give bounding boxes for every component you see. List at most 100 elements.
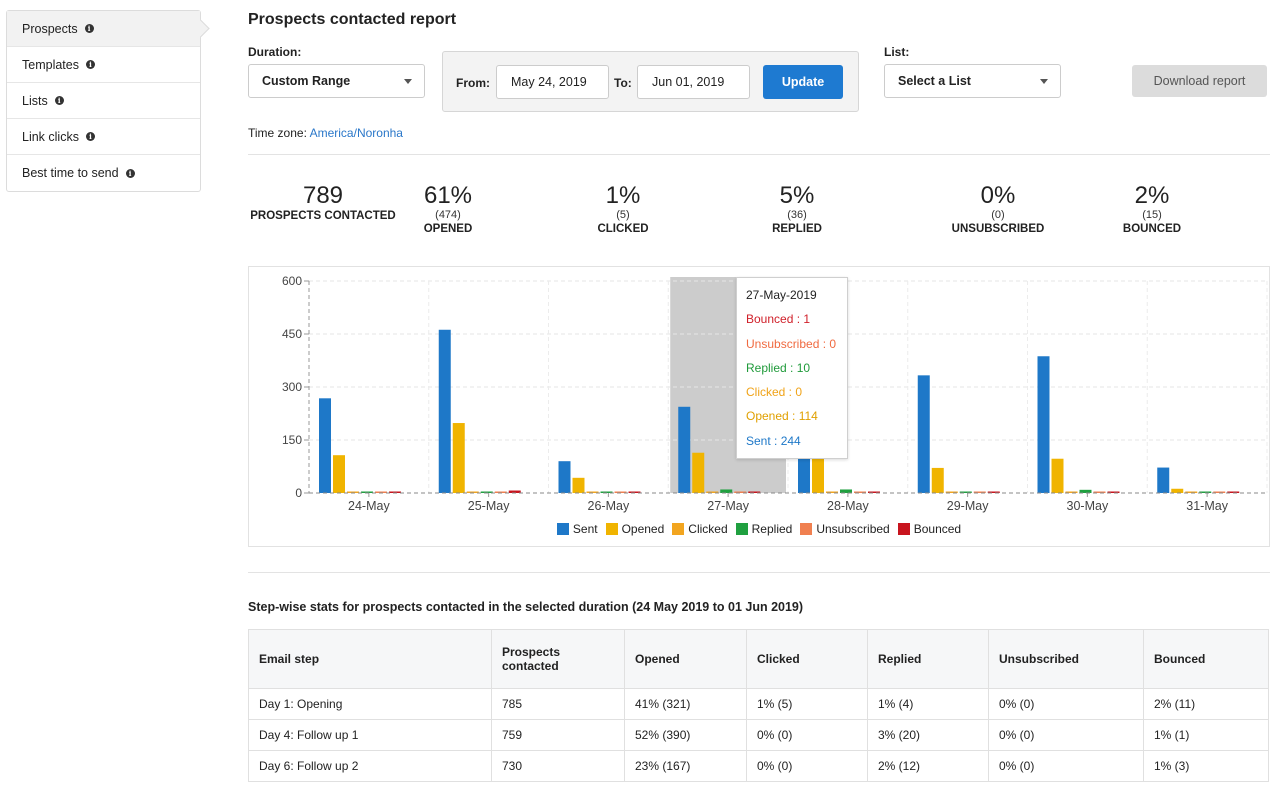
list-select[interactable]: Select a List bbox=[884, 64, 1061, 98]
column-header: Opened bbox=[624, 629, 747, 689]
stat-clicked: 1% (5) CLICKED bbox=[583, 183, 663, 237]
column-header: Clicked bbox=[746, 629, 868, 689]
bar-sent-26-May bbox=[558, 461, 571, 493]
bar-sent-27-May bbox=[678, 406, 691, 493]
tooltip-opened: Opened : 114 bbox=[746, 409, 818, 424]
duration-label: Duration: bbox=[248, 45, 302, 59]
info-icon: i bbox=[84, 24, 94, 33]
column-header: Bounced bbox=[1143, 629, 1269, 689]
table-cell: 2% (11) bbox=[1143, 688, 1269, 720]
bar-bounced-26-May bbox=[628, 491, 641, 493]
sidebar-item-label: Prospects bbox=[22, 21, 78, 36]
bar-bounced-29-May bbox=[987, 491, 1000, 493]
bar-clicked-31-May bbox=[1185, 491, 1198, 493]
table-cell: Day 6: Follow up 2 bbox=[248, 750, 492, 782]
legend-swatch bbox=[800, 523, 813, 535]
legend-label: Replied bbox=[751, 522, 793, 536]
to-date-input[interactable]: Jun 01, 2019 bbox=[637, 65, 750, 99]
legend-item-unsubscribed[interactable]: Unsubscribed bbox=[800, 522, 890, 536]
stat-value: 61% bbox=[423, 182, 473, 209]
legend-item-opened[interactable]: Opened bbox=[605, 522, 665, 536]
sidebar-item-lists[interactable]: Lists i bbox=[7, 83, 200, 119]
legend-swatch bbox=[735, 523, 748, 535]
bar-unsubscribed-26-May bbox=[614, 491, 627, 493]
info-icon: i bbox=[85, 132, 95, 141]
table-cell: 730 bbox=[491, 750, 625, 782]
time-zone-link[interactable]: America/Noronha bbox=[309, 126, 403, 140]
bar-replied-26-May bbox=[600, 491, 613, 493]
stat-label: CLICKED bbox=[597, 223, 649, 235]
x-tick-label: 27-May bbox=[707, 499, 749, 513]
tooltip-clicked: Clicked : 0 bbox=[746, 385, 803, 400]
sidebar-item-templates[interactable]: Templates i bbox=[7, 47, 200, 83]
y-tick-label: 300 bbox=[282, 380, 302, 394]
update-button[interactable]: Update bbox=[763, 65, 843, 99]
page-title: Prospects contacted report bbox=[248, 11, 457, 28]
column-header: Email step bbox=[248, 629, 492, 689]
stat-count: (0) bbox=[991, 209, 1005, 221]
bar-opened-24-May bbox=[333, 455, 345, 493]
bar-unsubscribed-31-May bbox=[1213, 491, 1226, 493]
bar-opened-30-May bbox=[1051, 458, 1064, 493]
x-tick-label: 25-May bbox=[468, 499, 510, 513]
legend-label: Sent bbox=[572, 522, 598, 536]
bar-bounced-30-May bbox=[1107, 491, 1120, 493]
bar-clicked-27-May bbox=[706, 491, 719, 493]
bar-unsubscribed-28-May bbox=[854, 491, 866, 493]
stat-label: OPENED bbox=[423, 223, 473, 235]
bar-opened-26-May bbox=[572, 477, 585, 493]
daily-activity-chart: 0 150 300 450 600 24-May 25-May 26-May 27-May 28-… bbox=[248, 266, 1270, 547]
legend-item-sent[interactable]: Sent bbox=[556, 522, 598, 536]
bar-bounced-27-May bbox=[748, 491, 761, 493]
column-header: Unsubscribed bbox=[988, 629, 1144, 689]
legend-label: Unsubscribed bbox=[816, 522, 890, 536]
bar-replied-27-May bbox=[720, 489, 733, 493]
x-tick-label: 24-May bbox=[348, 499, 390, 513]
table-cell: 0% (0) bbox=[746, 719, 868, 751]
caret-down-icon bbox=[1040, 79, 1048, 84]
bar-replied-24-May bbox=[361, 491, 373, 493]
legend-label: Opened bbox=[621, 522, 665, 536]
legend-swatch bbox=[556, 523, 569, 535]
to-label: To: bbox=[614, 76, 632, 90]
duration-select[interactable]: Custom Range bbox=[248, 64, 425, 98]
bar-clicked-24-May bbox=[347, 491, 359, 493]
stat-count: (36) bbox=[787, 209, 807, 221]
stat-replied: 5% (36) REPLIED bbox=[757, 183, 837, 237]
table-cell: 52% (390) bbox=[624, 719, 747, 751]
bar-clicked-25-May bbox=[466, 491, 479, 493]
bar-unsubscribed-30-May bbox=[1093, 491, 1106, 493]
sidebar-item-link-clicks[interactable]: Link clicks i bbox=[7, 119, 200, 155]
bar-opened-29-May bbox=[931, 467, 944, 493]
bar-clicked-29-May bbox=[945, 491, 958, 493]
sidebar-item-prospects[interactable]: Prospects i bbox=[7, 11, 200, 47]
info-icon: i bbox=[125, 168, 135, 178]
legend-item-replied[interactable]: Replied bbox=[735, 522, 793, 536]
stat-label: REPLIED bbox=[772, 223, 822, 235]
list-label: List: bbox=[884, 45, 910, 59]
caret-down-icon bbox=[404, 79, 412, 84]
table-cell: 759 bbox=[491, 719, 625, 751]
download-report-button[interactable]: Download report bbox=[1132, 65, 1267, 97]
bar-replied-25-May bbox=[480, 491, 493, 493]
bar-opened-27-May bbox=[692, 452, 705, 493]
legend-item-clicked[interactable]: Clicked bbox=[672, 522, 728, 536]
tooltip-bounced: Bounced : 1 bbox=[746, 312, 811, 327]
table-cell: 0% (0) bbox=[988, 719, 1144, 751]
table-title: Step-wise stats for prospects contacted … bbox=[248, 600, 804, 614]
sidebar-item-label: Lists bbox=[22, 93, 48, 108]
table-cell: 41% (321) bbox=[624, 688, 747, 720]
legend-item-bounced[interactable]: Bounced bbox=[897, 522, 961, 536]
stat-label: BOUNCED bbox=[1122, 223, 1182, 235]
sidebar-item-best-time-to-send[interactable]: Best time to send i bbox=[7, 155, 200, 191]
bar-bounced-28-May bbox=[868, 491, 880, 493]
stat-count: (5) bbox=[616, 209, 630, 221]
divider bbox=[248, 572, 1270, 573]
tooltip-sent: Sent : 244 bbox=[746, 433, 801, 448]
stat-count: (474) bbox=[435, 209, 461, 221]
from-date-input[interactable]: May 24, 2019 bbox=[496, 65, 609, 99]
bar-sent-25-May bbox=[438, 329, 451, 493]
stat-value: 1% bbox=[605, 182, 641, 209]
legend-swatch bbox=[897, 523, 910, 535]
x-tick-label: 30-May bbox=[1067, 499, 1109, 513]
